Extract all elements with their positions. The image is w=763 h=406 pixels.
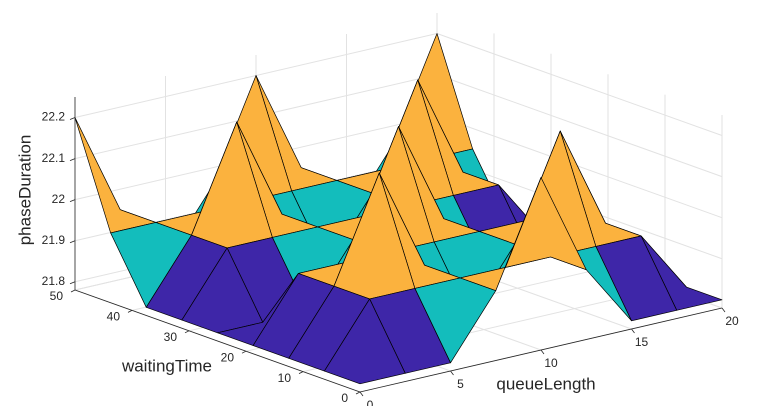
x-tick bbox=[721, 307, 726, 313]
y-tick-label: 0 bbox=[341, 391, 348, 405]
z-tick bbox=[69, 240, 76, 244]
x-tick bbox=[540, 349, 545, 355]
y-tick bbox=[355, 391, 361, 395]
x-tick bbox=[359, 391, 364, 397]
surface bbox=[74, 33, 723, 385]
y-tick-label: 30 bbox=[164, 330, 178, 344]
z-tick bbox=[69, 281, 76, 285]
y-tick bbox=[184, 330, 190, 334]
y-tick-label: 50 bbox=[50, 289, 64, 303]
surface-face bbox=[74, 117, 157, 234]
y-tick-label: 10 bbox=[278, 371, 292, 385]
y-axis bbox=[74, 289, 361, 393]
z-tick bbox=[69, 158, 76, 161]
x-tick-label: 20 bbox=[725, 314, 739, 328]
y-tick bbox=[127, 310, 133, 313]
z-tick-label: 21.9 bbox=[42, 233, 66, 247]
z-tick bbox=[69, 117, 76, 120]
x-tick bbox=[631, 328, 635, 334]
surface-face bbox=[324, 298, 406, 385]
z-tick-label: 22 bbox=[52, 192, 66, 206]
grid-line bbox=[436, 74, 723, 178]
x-tick-label: 10 bbox=[544, 356, 558, 370]
y-tick bbox=[70, 289, 76, 293]
grid-line bbox=[436, 115, 723, 219]
x-tick-label: 0 bbox=[367, 398, 374, 406]
z-tick bbox=[69, 199, 76, 203]
z-tick-label: 22.1 bbox=[42, 151, 66, 165]
y-axis-label: waitingTime bbox=[121, 356, 212, 375]
y-tick bbox=[241, 350, 247, 354]
y-tick bbox=[298, 371, 304, 374]
x-tick bbox=[450, 370, 454, 376]
y-tick-label: 40 bbox=[107, 310, 121, 324]
x-axis-label: queueLength bbox=[496, 374, 595, 393]
z-axis-label: phaseDuration bbox=[15, 135, 34, 246]
x-tick-label: 5 bbox=[457, 377, 464, 391]
z-tick-label: 22.2 bbox=[42, 110, 66, 124]
x-tick-label: 15 bbox=[635, 335, 649, 349]
grid-line bbox=[436, 33, 723, 137]
z-tick-label: 21.8 bbox=[42, 274, 66, 288]
y-tick-label: 20 bbox=[221, 350, 235, 364]
